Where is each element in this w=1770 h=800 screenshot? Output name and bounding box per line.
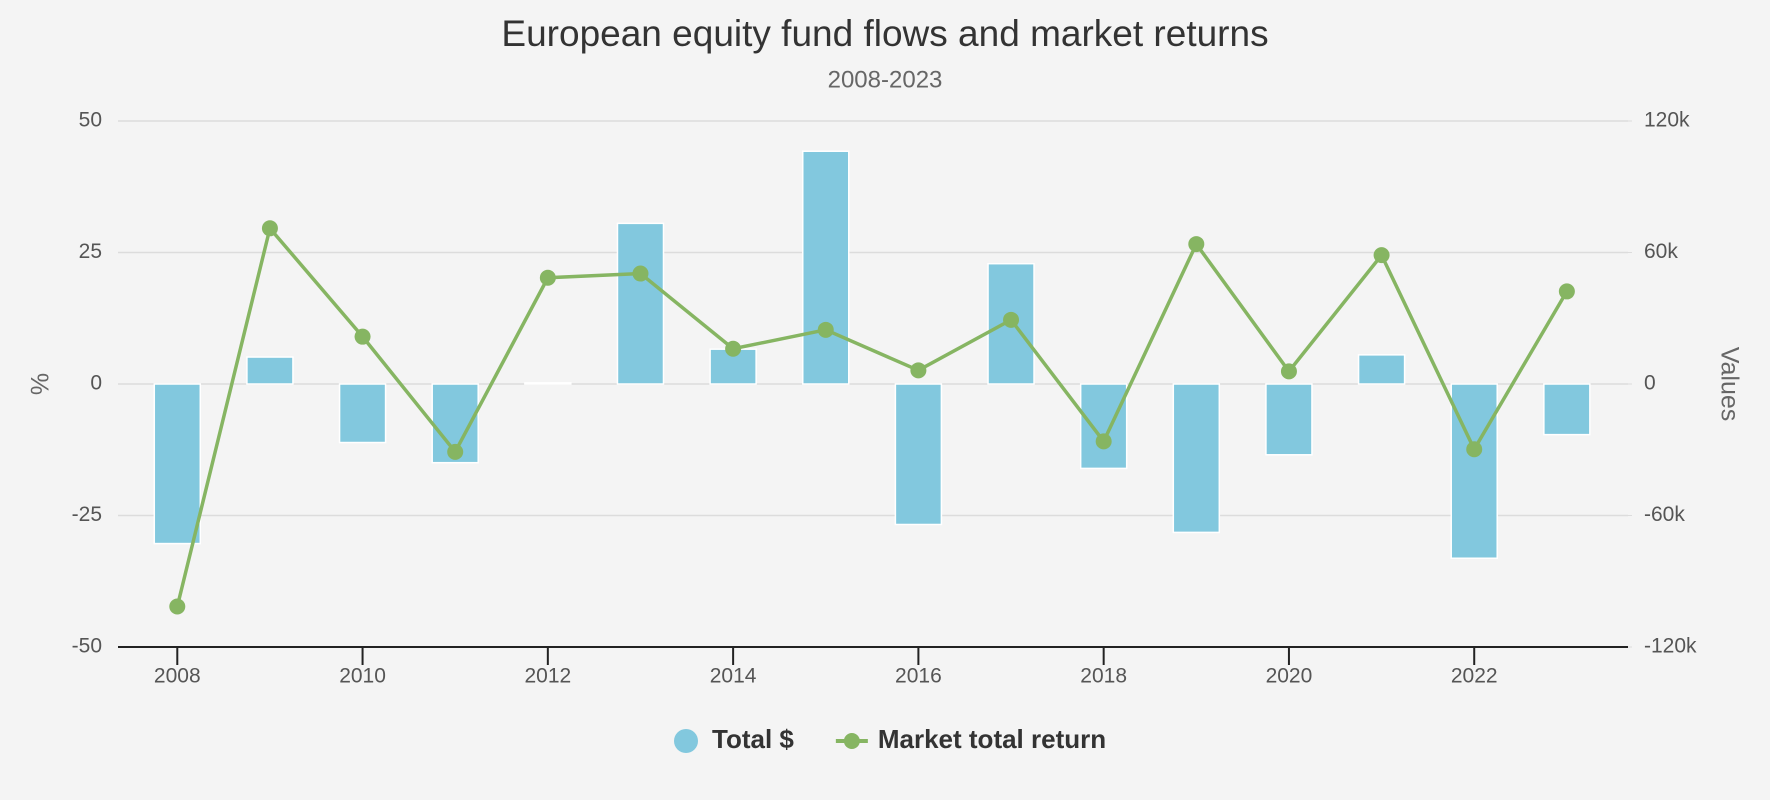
y2-tick-label: 0 bbox=[1644, 372, 1656, 395]
x-tick-label: 2010 bbox=[339, 665, 386, 688]
chart-title: European equity fund flows and market re… bbox=[501, 13, 1268, 54]
y2-axis-title: Values bbox=[1715, 347, 1743, 422]
y2-tick-label: 120k bbox=[1644, 109, 1690, 132]
x-tick-label: 2008 bbox=[154, 665, 201, 688]
point bbox=[632, 265, 649, 282]
y2-tick-label: 60k bbox=[1644, 240, 1678, 263]
y2-tick-label: -60k bbox=[1644, 503, 1685, 526]
x-tick-label: 2022 bbox=[1451, 665, 1498, 688]
point bbox=[1373, 247, 1390, 264]
point bbox=[261, 220, 278, 237]
point bbox=[1188, 236, 1205, 253]
bar bbox=[524, 382, 572, 385]
x-tick-label: 2018 bbox=[1080, 665, 1127, 688]
y-tick-label: 0 bbox=[90, 372, 102, 395]
point bbox=[1466, 441, 1483, 458]
chart-subtitle: 2008-2023 bbox=[828, 66, 943, 93]
y-tick-label: -25 bbox=[72, 503, 102, 526]
point bbox=[817, 321, 834, 338]
legend-swatch bbox=[843, 733, 860, 749]
bar bbox=[153, 383, 202, 545]
bar bbox=[1265, 383, 1313, 456]
bar bbox=[1357, 354, 1406, 385]
y-tick-label: 25 bbox=[79, 240, 102, 263]
y-tick-label: 50 bbox=[79, 109, 102, 132]
point bbox=[725, 340, 742, 357]
bar bbox=[1450, 383, 1498, 559]
bar bbox=[246, 356, 294, 385]
bar bbox=[1543, 383, 1591, 436]
point bbox=[1558, 283, 1575, 300]
bar bbox=[338, 383, 387, 444]
bar bbox=[1172, 383, 1221, 534]
point bbox=[539, 269, 556, 286]
point bbox=[1003, 311, 1020, 328]
y-axis-title: % bbox=[27, 373, 55, 395]
y2-tick-label: -120k bbox=[1644, 635, 1697, 658]
bar bbox=[802, 150, 850, 385]
bar bbox=[1079, 383, 1128, 470]
point bbox=[1095, 433, 1112, 450]
legend-label: Total $ bbox=[712, 724, 794, 754]
point bbox=[447, 443, 464, 460]
bar bbox=[616, 222, 665, 385]
point bbox=[354, 328, 371, 345]
point bbox=[910, 362, 927, 379]
x-tick-label: 2016 bbox=[895, 665, 942, 688]
x-tick-label: 2020 bbox=[1266, 665, 1313, 688]
x-tick-label: 2014 bbox=[710, 665, 757, 688]
line bbox=[175, 224, 1569, 607]
legend-swatch bbox=[674, 729, 698, 753]
point bbox=[1280, 363, 1297, 380]
point bbox=[169, 598, 186, 615]
y-tick-label: -50 bbox=[72, 635, 102, 658]
legend-label: Market total return bbox=[878, 724, 1106, 754]
bar bbox=[894, 383, 943, 526]
x-tick-label: 2012 bbox=[524, 665, 571, 688]
